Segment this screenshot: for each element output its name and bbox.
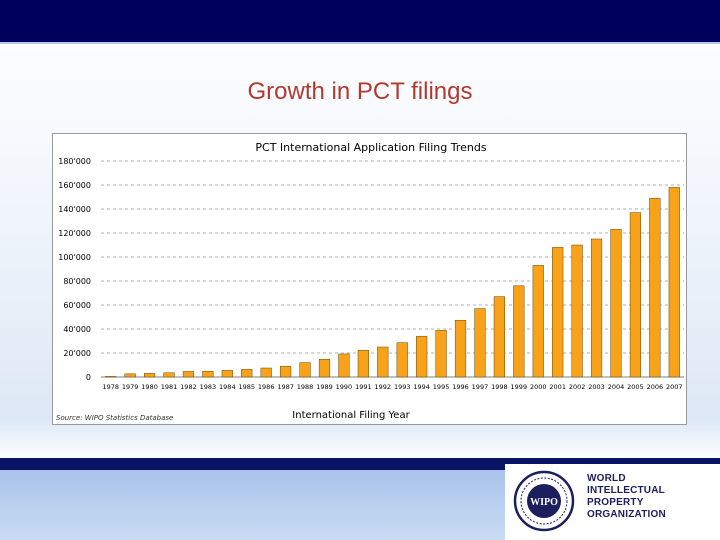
x-tick-label: 1998: [491, 383, 508, 391]
bars: [105, 187, 680, 378]
x-tick-label: 1983: [200, 383, 217, 391]
bar: [338, 353, 350, 378]
wipo-seal-icon: WIPO: [513, 470, 575, 532]
y-tick-label: 0: [86, 373, 91, 382]
grid-lines: [101, 160, 684, 378]
bar: [163, 372, 175, 378]
bar: [474, 308, 486, 378]
y-tick-label: 120'000: [58, 229, 91, 238]
x-tick-label: 2001: [549, 383, 566, 391]
org-line: ORGANIZATION: [587, 509, 666, 520]
chart-frame: PCT International Application Filing Tre…: [52, 133, 687, 425]
x-tick-label: 1984: [219, 383, 236, 391]
x-tick-label: 2007: [666, 383, 683, 391]
x-tick-label: 1979: [122, 383, 139, 391]
bar: [377, 346, 389, 378]
x-tick-label: 1985: [238, 383, 255, 391]
x-tick-label: 2002: [569, 383, 586, 391]
bar: [649, 197, 661, 378]
bar: [105, 376, 117, 378]
bar: [454, 319, 467, 378]
x-tick-label: 1996: [452, 383, 469, 391]
bar: [416, 335, 428, 378]
bar: [357, 350, 369, 378]
bar: [610, 229, 622, 378]
y-axis: 0 20'000 40'000 60'000 80'000 100'000 120'000 1…: [58, 157, 91, 382]
bar: [202, 370, 214, 378]
y-tick-label: 140'000: [58, 205, 91, 214]
y-tick-label: 180'000: [58, 157, 91, 166]
y-tick-label: 60'000: [63, 301, 91, 310]
bar: [260, 367, 272, 378]
org-line: PROPERTY: [587, 497, 644, 508]
org-name: WORLD INTELLECTUAL PROPERTY ORGANIZATION: [587, 473, 666, 521]
y-tick-label: 100'000: [58, 253, 91, 262]
wipo-logo: WIPO WORLD INTELLECTUAL PROPERTY ORGANIZ…: [505, 464, 720, 540]
header-divider: [0, 42, 720, 44]
y-tick-label: 80'000: [63, 277, 91, 286]
bar: [241, 368, 253, 378]
bar: [552, 247, 564, 378]
bar: [493, 296, 505, 378]
source-note: Source: WIPO Statistics Database: [56, 414, 173, 422]
bar-chart: PCT International Application Filing Tre…: [56, 141, 684, 422]
x-tick-label: 1982: [180, 383, 197, 391]
bar: [318, 358, 331, 378]
org-line: WORLD: [587, 473, 626, 484]
y-tick-label: 160'000: [58, 181, 91, 190]
bar: [435, 330, 447, 378]
bar: [299, 362, 311, 378]
x-tick-label: 1987: [277, 383, 294, 391]
footer-gradient: [0, 470, 505, 540]
x-tick-label: 1993: [394, 383, 411, 391]
x-tick-label: 1999: [511, 383, 528, 391]
bar: [513, 285, 525, 378]
x-tick-label: 1997: [472, 383, 489, 391]
header-band: [0, 0, 720, 42]
seal-text: WIPO: [530, 497, 558, 508]
bar: [629, 212, 642, 378]
org-line: INTELLECTUAL: [587, 485, 665, 496]
y-tick-label: 20'000: [63, 349, 91, 358]
x-tick-label: 2006: [647, 383, 664, 391]
bar: [590, 238, 603, 378]
x-tick-label: 1986: [258, 383, 275, 391]
x-tick-label: 2005: [627, 383, 644, 391]
x-tick-label: 1994: [413, 383, 430, 391]
x-tick-label: 1992: [375, 383, 392, 391]
x-tick-label: 2004: [608, 383, 625, 391]
x-tick-label: 1991: [355, 383, 372, 391]
bar: [571, 244, 583, 378]
bar: [221, 370, 233, 378]
bar: [280, 365, 292, 378]
chart-title: PCT International Application Filing Tre…: [255, 141, 486, 154]
x-tick-label: 1990: [336, 383, 353, 391]
bar: [668, 187, 680, 378]
bar: [396, 342, 408, 378]
x-tick-label: 1978: [102, 383, 119, 391]
bar: [143, 373, 156, 378]
y-tick-label: 40'000: [63, 325, 91, 334]
slide-title: Growth in PCT filings: [247, 78, 473, 105]
x-tick-label: 1995: [433, 383, 450, 391]
bar: [182, 371, 195, 378]
x-tick-label: 2003: [588, 383, 605, 391]
x-tick-label: 1980: [141, 383, 158, 391]
x-axis: 1978 1979 1980 1981 1982 1983 1984 1985 1986 1987…: [102, 383, 682, 391]
x-tick-label: 1989: [316, 383, 333, 391]
bar: [532, 265, 544, 378]
x-tick-label: 1981: [161, 383, 178, 391]
x-tick-label: 1988: [297, 383, 314, 391]
x-axis-label: International Filing Year: [292, 410, 410, 421]
x-tick-label: 2000: [530, 383, 547, 391]
bar: [124, 373, 136, 378]
